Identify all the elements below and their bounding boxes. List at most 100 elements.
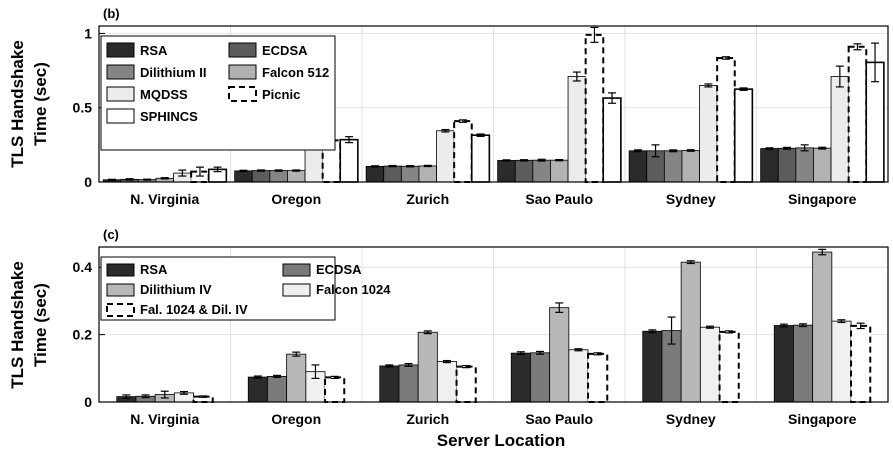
y-axis-label: TLS Handshake Time (sec)	[8, 261, 50, 389]
bar-rsa-oregon	[247, 376, 268, 403]
legend: RSA ECDSA Dilithium II Falcon 512 MQDSS Picni…	[100, 35, 336, 151]
bar-rsa-oregon	[234, 170, 253, 183]
bar-falcon-512-singapore	[813, 147, 832, 183]
error-bar-mqdss-singapore	[835, 65, 844, 88]
bar-fal-1024-dil-iv-oregon	[324, 376, 346, 403]
bar-sphincs-zurich	[470, 134, 491, 183]
error-bar-ecdsa-sydney	[667, 316, 676, 345]
legend-label-falcon-512: Falcon 512	[262, 65, 329, 80]
bar-fal-1024-dil-iv-sao-paulo	[587, 352, 609, 403]
bar-rsa-singapore	[760, 148, 779, 183]
error-bar-rsa-zurich	[370, 165, 379, 168]
error-bar-falcon-512-n-virginia	[160, 177, 169, 180]
bar-dilithium-iv-sao-paulo	[549, 307, 570, 403]
bar-rsa-sydney	[628, 150, 648, 183]
error-bar-mqdss-zurich	[441, 128, 450, 133]
y-tick-label: 0	[84, 174, 92, 190]
bar-falcon-512-oregon	[287, 170, 306, 183]
legend-swatch-sphincs	[106, 108, 135, 124]
y-axis-label-line: Time (sec)	[31, 283, 50, 367]
error-bar-dilithium-ii-sao-paulo	[537, 158, 546, 162]
error-bar-ecdsa-n-virginia	[141, 394, 150, 399]
error-bar-rsa-sao-paulo	[516, 351, 525, 356]
y-axis-label-line: TLS Handshake	[8, 40, 27, 168]
bar-ecdsa-zurich	[383, 165, 402, 183]
error-bar-rsa-sydney	[633, 149, 642, 153]
error-bar-picnic-sao-paulo	[590, 26, 599, 43]
error-bar-ecdsa-sao-paulo	[536, 350, 545, 355]
bar-dilithium-ii-zurich	[400, 165, 420, 183]
legend-label-sphincs: SPHINCS	[140, 109, 198, 124]
bar-rsa-zurich	[379, 365, 400, 403]
legend-swatch-rsa	[106, 263, 135, 277]
y-axis-label-line: TLS Handshake	[8, 261, 27, 389]
error-bar-dilithium-iv-oregon	[292, 351, 301, 357]
bar-rsa-singapore	[773, 325, 794, 403]
error-bar-mqdss-sao-paulo	[572, 71, 581, 82]
bar-dilithium-iv-sydney	[680, 261, 701, 403]
bar-picnic-singapore	[847, 45, 868, 183]
bar-rsa-sydney	[642, 330, 663, 403]
x-axis-label: Server Location	[437, 431, 566, 450]
legend-swatch-mqdss	[106, 86, 135, 102]
bar-mqdss-singapore	[830, 76, 850, 183]
y-axis-label-line: Time (sec)	[31, 62, 50, 146]
x-tick-label-sydney: Sydney	[666, 411, 716, 427]
error-bar-ecdsa-oregon	[273, 374, 282, 379]
bar-dilithium-iv-oregon	[286, 353, 307, 403]
error-bar-rsa-zurich	[385, 364, 394, 368]
error-bar-ecdsa-oregon	[257, 169, 266, 172]
error-bar-rsa-sydney	[648, 329, 657, 334]
legend-label-rsa: RSA	[140, 262, 168, 277]
error-bar-dilithium-iv-n-virginia	[160, 390, 169, 399]
x-tick-label-sao-paulo: Sao Paulo	[525, 191, 593, 207]
error-bar-falcon-1024-sydney	[705, 325, 714, 329]
error-bar-sphincs-sydney	[739, 87, 748, 91]
error-bar-ecdsa-singapore	[783, 146, 792, 150]
y-tick-label: 0.4	[73, 259, 93, 275]
bar-sphincs-sao-paulo	[602, 97, 622, 183]
bar-mqdss-zurich	[436, 130, 455, 183]
error-bar-fal-1024-dil-iv-singapore	[856, 322, 865, 330]
x-tick-label-n-virginia: N. Virginia	[130, 411, 199, 427]
error-bar-falcon-1024-oregon	[311, 364, 320, 380]
bar-falcon-512-zurich	[418, 165, 437, 183]
error-bar-rsa-oregon	[239, 169, 248, 173]
bar-falcon-1024-zurich	[436, 361, 457, 403]
bar-ecdsa-sao-paulo	[530, 352, 551, 403]
legend-swatch-fal-1024-dil-iv	[106, 303, 135, 317]
error-bar-sphincs-n-virginia	[213, 166, 222, 173]
error-bar-picnic-zurich	[458, 119, 467, 123]
bar-rsa-zurich	[365, 165, 385, 183]
error-bar-picnic-n-virginia	[195, 166, 204, 177]
x-tick-label-sao-paulo: Sao Paulo	[525, 411, 593, 427]
bar-rsa-sao-paulo	[497, 160, 516, 183]
plot-frame	[98, 25, 889, 183]
x-tick-label-zurich: Zurich	[406, 191, 449, 207]
error-bar-dilithium-ii-singapore	[800, 144, 809, 152]
bar-falcon-1024-sao-paulo	[568, 349, 589, 403]
error-bar-sphincs-sao-paulo	[608, 92, 617, 104]
bar-fal-1024-dil-iv-singapore	[850, 324, 872, 404]
legend-label-picnic: Picnic	[262, 87, 300, 102]
error-bar-ecdsa-singapore	[799, 323, 808, 328]
bar-sphincs-oregon	[339, 138, 359, 183]
error-bar-falcon-512-singapore	[818, 146, 827, 150]
bar-picnic-zurich	[453, 120, 473, 184]
error-bar-dilithium-iv-singapore	[818, 248, 827, 256]
error-bar-falcon-512-oregon	[292, 169, 301, 172]
x-tick-label-oregon: Oregon	[271, 191, 321, 207]
bar-mqdss-sydney	[699, 85, 718, 183]
error-bar-falcon-1024-singapore	[837, 319, 846, 324]
error-bar-picnic-sydney	[721, 56, 730, 60]
bar-picnic-sao-paulo	[584, 33, 605, 183]
error-bar-sphincs-zurich	[476, 133, 485, 137]
x-tick-label-zurich: Zurich	[406, 411, 449, 427]
error-bar-rsa-singapore	[779, 323, 788, 328]
legend-box	[100, 35, 336, 151]
error-bar-ecdsa-zurich	[388, 164, 397, 168]
error-bar-sphincs-oregon	[345, 136, 354, 144]
error-bar-dilithium-ii-n-virginia	[143, 178, 152, 181]
error-bar-ecdsa-n-virginia	[125, 178, 134, 181]
error-bar-mqdss-n-virginia	[178, 169, 187, 177]
